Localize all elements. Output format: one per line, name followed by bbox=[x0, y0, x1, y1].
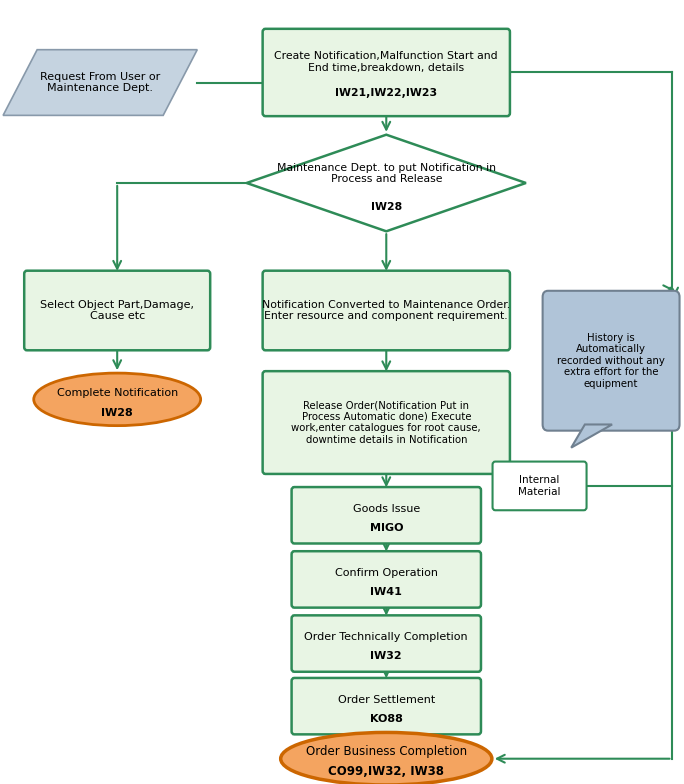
Text: Maintenance Dept. to put Notification in
Process and Release: Maintenance Dept. to put Notification in… bbox=[277, 162, 496, 184]
Text: Confirm Operation: Confirm Operation bbox=[334, 568, 438, 578]
FancyBboxPatch shape bbox=[542, 291, 679, 430]
Polygon shape bbox=[247, 135, 526, 231]
Text: KO88: KO88 bbox=[370, 713, 403, 724]
Text: Order Settlement: Order Settlement bbox=[338, 695, 435, 705]
Ellipse shape bbox=[280, 732, 492, 784]
Polygon shape bbox=[571, 424, 612, 448]
Text: Select Object Part,Damage,
Cause etc: Select Object Part,Damage, Cause etc bbox=[40, 299, 194, 321]
Text: MIGO: MIGO bbox=[369, 523, 403, 533]
FancyBboxPatch shape bbox=[24, 270, 210, 350]
Text: Create Notification,Malfunction Start and
End time,breakdown, details: Create Notification,Malfunction Start an… bbox=[274, 51, 498, 73]
Text: Order Business Completion: Order Business Completion bbox=[306, 746, 467, 758]
FancyBboxPatch shape bbox=[291, 678, 481, 735]
FancyBboxPatch shape bbox=[291, 551, 481, 608]
Text: CO99,IW32, IW38: CO99,IW32, IW38 bbox=[328, 765, 445, 779]
FancyBboxPatch shape bbox=[492, 462, 587, 510]
Text: Release Order(Notification Put in
Process Automatic done) Execute
work,enter cat: Release Order(Notification Put in Proces… bbox=[291, 400, 481, 445]
Text: Request From User or
Maintenance Dept.: Request From User or Maintenance Dept. bbox=[40, 71, 160, 93]
Text: IW41: IW41 bbox=[370, 587, 402, 597]
Text: IW21,IW22,IW23: IW21,IW22,IW23 bbox=[335, 88, 437, 98]
Text: Notification Converted to Maintenance Order.
Enter resource and component requir: Notification Converted to Maintenance Or… bbox=[262, 299, 510, 321]
FancyBboxPatch shape bbox=[291, 615, 481, 672]
Text: IW32: IW32 bbox=[371, 652, 402, 661]
Text: Order Technically Completion: Order Technically Completion bbox=[304, 632, 468, 642]
Text: IW28: IW28 bbox=[371, 202, 402, 212]
Polygon shape bbox=[3, 49, 197, 115]
Ellipse shape bbox=[34, 373, 200, 426]
Text: History is
Automatically
recorded without any
extra effort for the
equipment: History is Automatically recorded withou… bbox=[557, 332, 665, 389]
Text: Complete Notification: Complete Notification bbox=[57, 387, 178, 397]
Text: Goods Issue: Goods Issue bbox=[353, 504, 420, 514]
FancyBboxPatch shape bbox=[291, 487, 481, 543]
Text: IW28: IW28 bbox=[101, 408, 133, 418]
Text: Internal
Material: Internal Material bbox=[518, 475, 561, 497]
FancyBboxPatch shape bbox=[263, 29, 510, 116]
FancyBboxPatch shape bbox=[263, 270, 510, 350]
FancyBboxPatch shape bbox=[263, 371, 510, 474]
